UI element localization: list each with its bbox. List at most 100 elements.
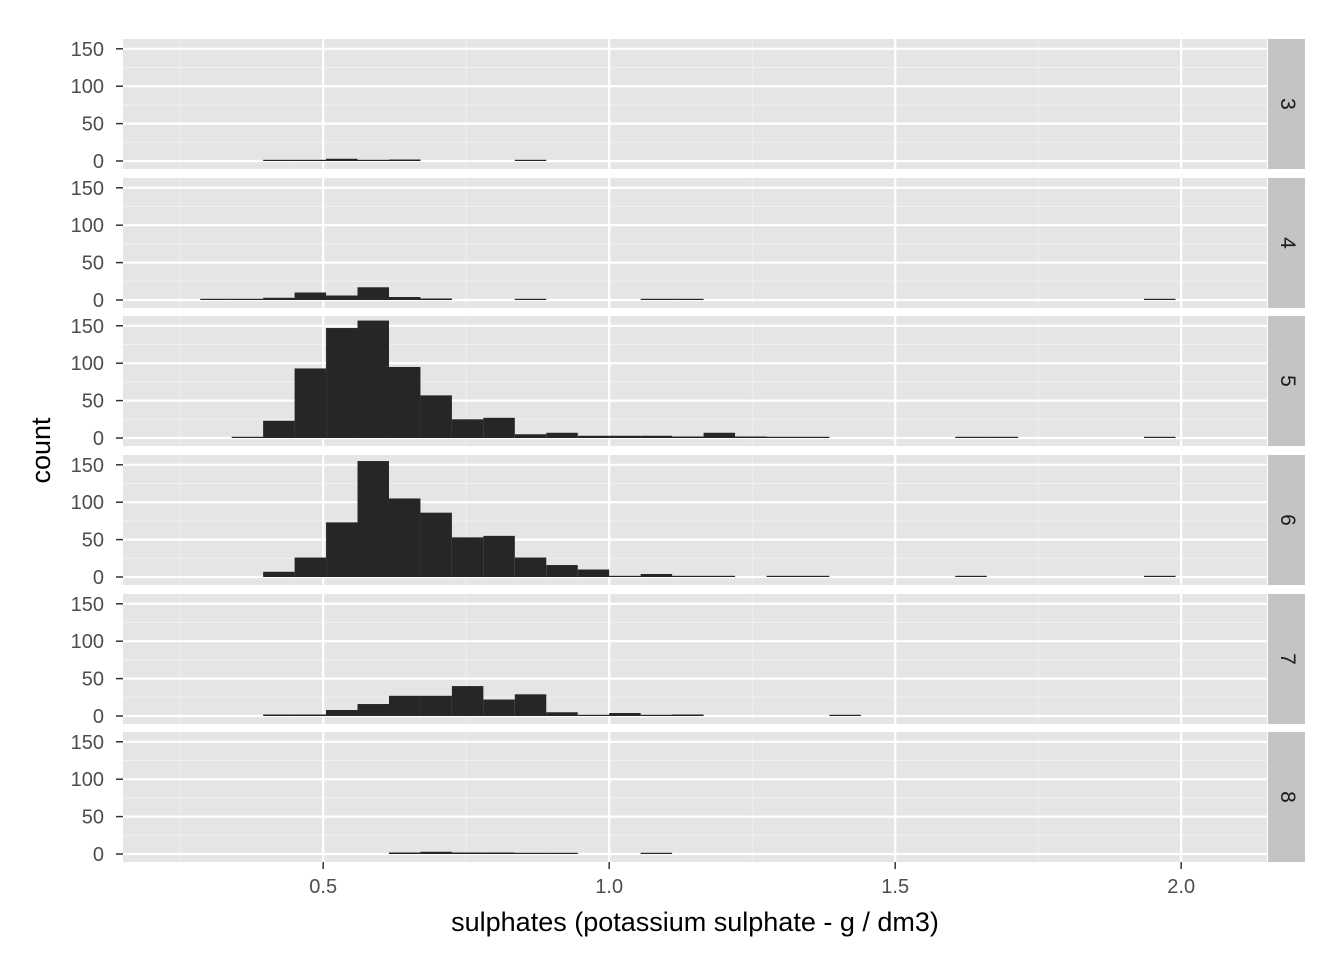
histogram-bar (703, 432, 736, 438)
panel-background (123, 732, 1267, 862)
facet-strip (1268, 594, 1305, 724)
histogram-bar (483, 699, 515, 716)
histogram-bar (326, 158, 358, 161)
histogram-bar (797, 575, 830, 577)
histogram-bar (766, 575, 798, 577)
y-tick-label: 50 (82, 114, 104, 136)
y-tick-label: 150 (71, 732, 104, 754)
facet-strip (1268, 732, 1305, 862)
y-tick-label: 150 (71, 455, 104, 477)
histogram-bar (420, 395, 452, 438)
histogram-bar (640, 574, 673, 577)
facet-strip-label: 8 (1276, 791, 1299, 803)
histogram-bar (1144, 436, 1176, 438)
histogram-bar (986, 436, 1019, 438)
y-tick-label: 100 (71, 76, 104, 98)
histogram-bar (294, 159, 327, 161)
x-axis-title: sulphates (potassium sulphate - g / dm3) (451, 907, 939, 937)
histogram-bar (200, 298, 232, 300)
x-tick-label: 0.5 (309, 876, 337, 898)
histogram-bar (514, 852, 547, 854)
y-tick-label: 100 (71, 492, 104, 514)
histogram-bar (640, 852, 673, 854)
histogram-bar (829, 714, 861, 716)
histogram-bar (294, 368, 327, 438)
facet-panel-3: 0 50 100 150 3 (71, 39, 1305, 173)
facet-panel-8: 0 50 100 150 8 (71, 732, 1305, 866)
histogram-bar (514, 557, 547, 577)
histogram-bar (546, 565, 578, 577)
histogram-bar (388, 852, 421, 854)
facet-panel-7: 0 50 100 150 7 (71, 594, 1305, 728)
histogram-bar (263, 159, 295, 161)
y-tick-label: 50 (82, 530, 104, 552)
histogram-bar (263, 420, 295, 438)
panel-background (123, 178, 1267, 308)
histogram-bar (609, 575, 641, 577)
histogram-bar (388, 695, 421, 716)
histogram-bar (357, 159, 389, 161)
histogram-bar (546, 712, 578, 716)
histogram-bar (514, 159, 547, 161)
y-tick-label: 0 (93, 290, 104, 312)
y-tick-label: 150 (71, 178, 104, 200)
histogram-bar (483, 535, 515, 577)
histogram-bar (388, 366, 421, 438)
facet-strip (1268, 455, 1305, 585)
histogram-bar (577, 714, 610, 716)
facet-strip (1268, 316, 1305, 446)
y-tick-label: 0 (93, 706, 104, 728)
histogram-bar (672, 714, 704, 716)
histogram-bar (420, 298, 452, 300)
histogram-bar (514, 694, 547, 716)
histogram-bar (388, 498, 421, 577)
facet-panel-5: 0 50 100 150 5 (71, 316, 1305, 450)
histogram-bar (326, 328, 358, 438)
facet-strip-label: 6 (1276, 514, 1299, 526)
histogram-bar (263, 297, 295, 300)
histogram-bar (672, 436, 704, 438)
histogram-bar (326, 295, 358, 300)
histogram-bar (357, 704, 389, 716)
histogram-bar (577, 435, 610, 438)
x-tick-label: 1.0 (595, 876, 623, 898)
histogram-bar (326, 710, 358, 716)
histogram-bar (609, 713, 641, 716)
y-tick-label: 100 (71, 769, 104, 791)
y-tick-label: 150 (71, 39, 104, 61)
y-tick-label: 50 (82, 253, 104, 275)
y-tick-label: 0 (93, 428, 104, 450)
y-tick-label: 50 (82, 391, 104, 413)
histogram-bar (640, 298, 673, 300)
histogram-bar (483, 417, 515, 438)
histogram-bar (263, 714, 295, 716)
histogram-bar (451, 852, 484, 854)
histogram-bar (672, 298, 704, 300)
y-tick-label: 50 (82, 807, 104, 829)
histogram-bar (263, 571, 295, 577)
panel-background (123, 594, 1267, 724)
facet-panel-4: 0 50 100 150 4 (71, 178, 1305, 312)
y-tick-label: 150 (71, 594, 104, 616)
y-tick-label: 100 (71, 631, 104, 653)
histogram-bar (451, 686, 484, 716)
histogram-bar (672, 575, 704, 577)
histogram-bar (1144, 298, 1176, 300)
histogram-bar (514, 298, 547, 300)
histogram-bar (388, 159, 421, 161)
y-tick-label: 0 (93, 844, 104, 866)
histogram-bar (231, 298, 264, 300)
histogram-bar (420, 851, 452, 854)
histogram-bar (1144, 575, 1176, 577)
histogram-bar (294, 557, 327, 577)
histogram-bar (955, 575, 987, 577)
histogram-bar (420, 695, 452, 716)
histogram-bar (483, 852, 515, 854)
y-tick-label: 0 (93, 151, 104, 173)
facet-panel-6: 0 50 100 150 6 (71, 455, 1305, 589)
histogram-bar (546, 852, 578, 854)
histogram-bar (451, 537, 484, 577)
histogram-bar (514, 434, 547, 438)
